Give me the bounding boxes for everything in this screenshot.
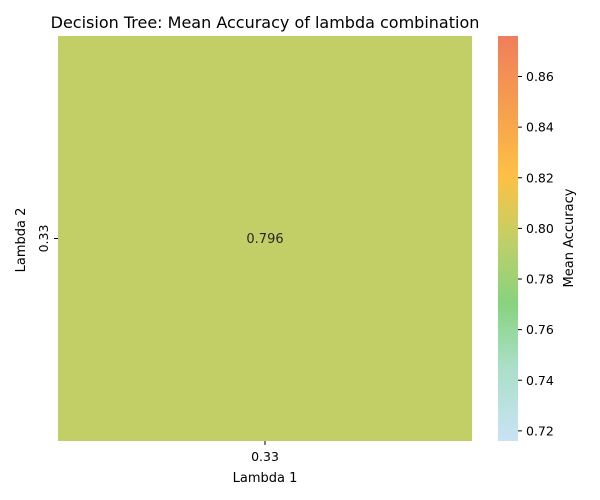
colorbar-tick-label: 0.80 xyxy=(526,221,554,236)
colorbar-axis: 0.72 0.74 0.76 0.78 0.80 0.82 0.84 0.86 xyxy=(518,69,554,438)
cell-value-label: 0.796 xyxy=(246,232,283,247)
colorbar xyxy=(498,36,518,441)
colorbar-tick-label: 0.82 xyxy=(526,170,554,185)
colorbar-tick-label: 0.74 xyxy=(526,373,554,388)
y-tick-label: 0.33 xyxy=(36,225,51,253)
chart-title: Decision Tree: Mean Accuracy of lambda c… xyxy=(51,13,480,32)
heatmap-cells: 0.796 xyxy=(58,36,472,441)
x-axis: 0.33 xyxy=(251,441,279,464)
y-axis-label: Lambda 2 xyxy=(14,208,29,273)
colorbar-tick-label: 0.76 xyxy=(526,322,554,337)
x-axis-label: Lambda 1 xyxy=(233,471,298,486)
heatmap-cell xyxy=(58,36,472,441)
x-tick-label: 0.33 xyxy=(251,449,279,464)
colorbar-label: Mean Accuracy xyxy=(562,188,577,287)
colorbar-tick-label: 0.78 xyxy=(526,272,554,287)
colorbar-tick-label: 0.72 xyxy=(526,423,554,438)
y-axis: 0.33 xyxy=(36,225,58,253)
colorbar-tick-label: 0.84 xyxy=(526,120,554,135)
colorbar-tick-label: 0.86 xyxy=(526,69,554,84)
